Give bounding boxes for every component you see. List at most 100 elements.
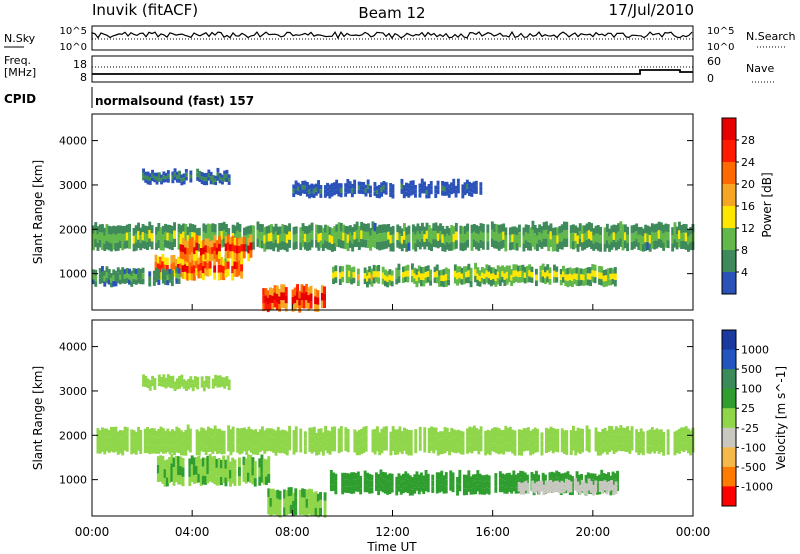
power-cell: [486, 232, 490, 242]
velocity-cell: [130, 446, 134, 455]
velocity-cell: [603, 487, 607, 491]
power-cell: [422, 267, 426, 274]
velocity-cell: [256, 447, 260, 456]
velocity-cell: [171, 375, 175, 380]
power-cell: [544, 266, 547, 273]
power-cell: [425, 186, 429, 191]
velocity-cell: [397, 479, 401, 486]
velocity-cell: [157, 428, 161, 438]
power-cell: [130, 281, 134, 287]
power-cell: [578, 231, 582, 239]
power-cell: [101, 224, 104, 233]
velocity-cell: [585, 487, 589, 492]
velocity-cell: [608, 425, 611, 435]
velocity-cell: [451, 472, 455, 479]
power-cell: [360, 221, 364, 231]
power-colorbar-tick-label: 20: [741, 178, 755, 191]
velocity-cell: [417, 481, 421, 488]
velocity-cell: [443, 427, 447, 436]
power-cell: [384, 190, 388, 195]
power-cell: [619, 229, 623, 239]
power-cell: [461, 242, 465, 252]
velocity-cell: [567, 484, 571, 489]
power-cell: [466, 239, 469, 248]
power-cell: [105, 266, 109, 272]
power-cell: [101, 266, 104, 272]
power-cell: [335, 189, 339, 195]
velocity-cell: [529, 439, 533, 448]
velocity-cell: [513, 430, 517, 439]
velocity-cell: [196, 381, 200, 386]
velocity-cell: [276, 489, 280, 499]
velocity-cell: [385, 426, 388, 435]
power-cell: [337, 230, 341, 239]
velocity-cell: [423, 427, 427, 436]
power-cell: [575, 279, 579, 286]
velocity-cell: [560, 436, 564, 445]
velocity-cell: [394, 429, 397, 438]
power-cell: [220, 272, 223, 280]
velocity-cell: [409, 447, 413, 456]
velocity-cell: [517, 481, 521, 486]
velocity-cell: [202, 387, 206, 392]
velocity-cell: [402, 473, 405, 481]
velocity-cell: [415, 484, 419, 491]
velocity-cell: [352, 479, 356, 487]
velocity-cell: [204, 430, 208, 439]
velocity-colorbar-swatch: [722, 369, 736, 390]
velocity-cell: [628, 438, 632, 447]
power-cell: [487, 278, 491, 285]
power-cell: [258, 239, 262, 248]
power-cell: [141, 232, 145, 241]
power-cell: [613, 279, 617, 287]
power-cell: [553, 264, 556, 271]
velocity-cell: [591, 473, 595, 480]
power-cell: [501, 276, 505, 283]
power-cell: [178, 178, 181, 183]
power-cell: [293, 287, 297, 296]
power-cell: [317, 184, 320, 190]
power-cell: [144, 175, 148, 180]
power-cell: [213, 251, 217, 259]
velocity-cell: [431, 480, 435, 487]
power-cell: [469, 267, 473, 275]
power-cell: [376, 226, 379, 235]
velocity-cell: [565, 430, 569, 439]
power-cell: [407, 225, 411, 234]
power-cell: [452, 241, 456, 250]
velocity-cell: [288, 425, 291, 435]
power-cell: [485, 276, 489, 283]
velocity-cell: [468, 435, 472, 444]
velocity-cell: [294, 426, 298, 435]
velocity-cell: [321, 447, 325, 456]
velocity-cell: [436, 432, 440, 440]
power-cell: [421, 230, 424, 239]
velocity-cell: [531, 429, 535, 438]
power-cell: [266, 297, 270, 305]
power-cell: [470, 183, 474, 188]
power-cell: [459, 242, 463, 251]
power-cell: [462, 266, 466, 273]
velocity-cell: [448, 447, 451, 456]
power-cell: [217, 264, 221, 273]
power-cell: [558, 241, 562, 249]
power-cell: [678, 238, 681, 248]
velocity-cell: [395, 489, 399, 496]
power-cell: [132, 278, 136, 284]
velocity-cell: [123, 442, 127, 451]
power-cell: [308, 193, 311, 199]
nave-label: Nave: [746, 62, 774, 75]
velocity-cell: [583, 486, 586, 491]
velocity-cell: [292, 430, 296, 439]
velocity-cell: [514, 474, 518, 481]
power-cell: [426, 265, 430, 272]
power-cell: [107, 279, 111, 285]
power-cell: [571, 280, 574, 287]
power-cell: [424, 266, 428, 272]
power-cell: [587, 222, 591, 231]
velocity-cell: [315, 432, 318, 441]
power-cell: [662, 242, 666, 251]
power-cell: [539, 265, 543, 272]
velocity-cell: [289, 487, 293, 496]
velocity-cell: [283, 498, 286, 508]
